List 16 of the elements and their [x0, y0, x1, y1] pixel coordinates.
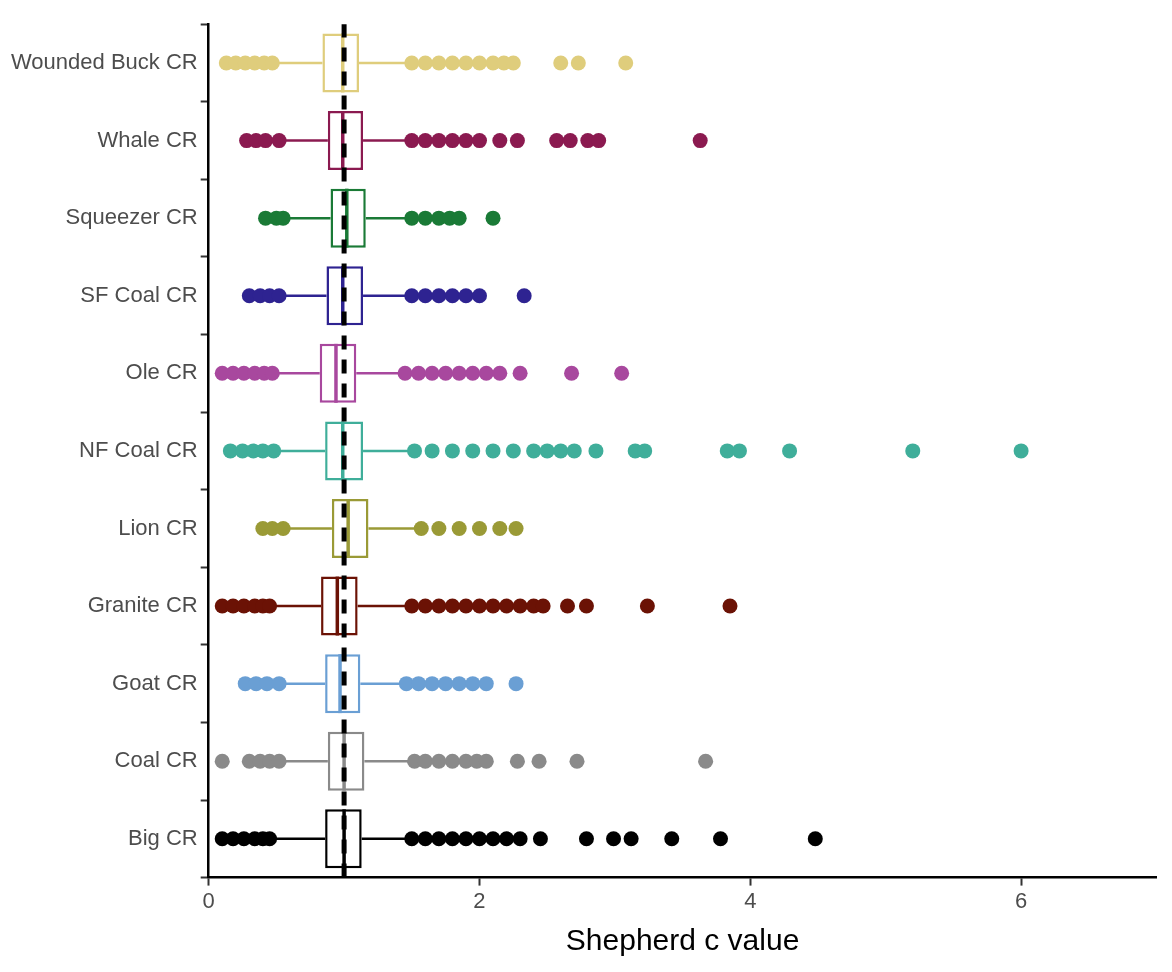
y-tick-label: Squeezer CR [65, 204, 198, 230]
y-tick-label: Granite CR [87, 592, 198, 618]
x-tick-label: 6 [1014, 887, 1028, 913]
x-tick-label: 0 [202, 887, 215, 913]
y-tick-label: Whale CR [97, 126, 198, 152]
x-tick-label: 2 [473, 887, 486, 913]
y-tick-label: Big CR [128, 824, 198, 850]
y-tick-label: SF Coal CR [80, 281, 198, 307]
y-tick-label: Ole CR [125, 359, 198, 385]
y-tick-label: NF Coal CR [79, 436, 198, 462]
y-tick-label: Coal CR [114, 747, 198, 773]
y-tick-label: Goat CR [112, 669, 198, 695]
x-axis-title: Shepherd c value [565, 923, 800, 957]
y-tick-label: Wounded Buck CR [10, 49, 198, 75]
x-tick-label: 4 [744, 887, 757, 913]
y-tick-label: Lion CR [118, 514, 198, 540]
